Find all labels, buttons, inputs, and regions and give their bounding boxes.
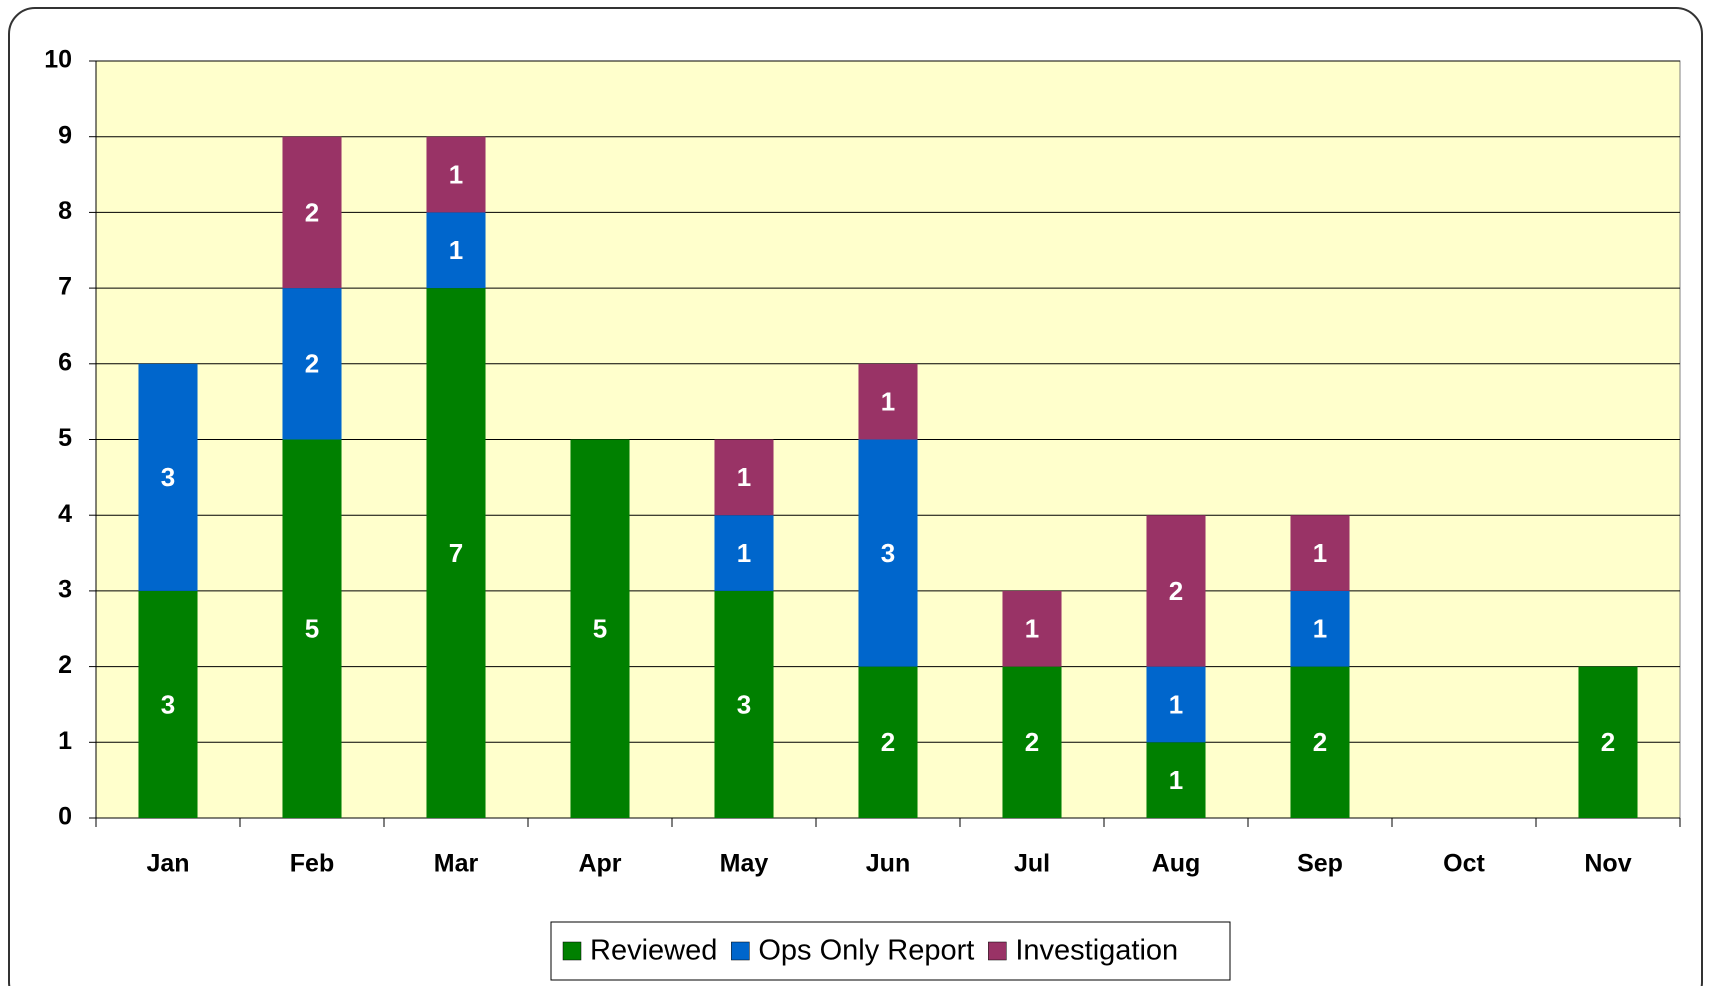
y-tick-label: 8 xyxy=(58,197,72,225)
bar-segment xyxy=(714,590,774,818)
bar-segment xyxy=(282,288,342,440)
data-label: 5 xyxy=(305,614,319,644)
y-tick-label: 6 xyxy=(58,348,72,376)
x-tick-label: Feb xyxy=(290,850,334,878)
y-tick-label: 2 xyxy=(58,651,72,679)
x-tick-label: Sep xyxy=(1297,850,1343,878)
bar-segment xyxy=(1290,515,1350,591)
y-tick-label: 7 xyxy=(58,273,72,301)
y-tick-label: 10 xyxy=(44,46,72,74)
bar-segment xyxy=(282,136,342,289)
data-label: 3 xyxy=(737,689,751,719)
bar-segment xyxy=(1290,666,1350,818)
data-label: 2 xyxy=(305,197,319,227)
data-label: 3 xyxy=(881,538,895,568)
data-label: 2 xyxy=(1025,727,1039,757)
data-label: 3 xyxy=(161,689,175,719)
data-label: 1 xyxy=(737,538,751,568)
bar-segment xyxy=(1146,742,1206,818)
data-label: 1 xyxy=(449,159,463,189)
bar-segment xyxy=(426,212,486,289)
bar-segment xyxy=(1002,590,1062,667)
data-label: 1 xyxy=(449,235,463,265)
data-label: 1 xyxy=(1313,614,1327,644)
y-tick-label: 3 xyxy=(58,576,72,604)
bar-segment xyxy=(426,136,486,213)
x-tick-label: Apr xyxy=(578,850,621,878)
bar-segment xyxy=(858,666,918,818)
y-tick-label: 1 xyxy=(58,727,72,755)
x-tick-label: Jun xyxy=(866,850,910,878)
data-label: 5 xyxy=(593,614,607,644)
bar-segment xyxy=(138,363,198,591)
legend-label: Investigation xyxy=(1015,935,1178,967)
bar-segment xyxy=(1290,590,1350,667)
data-label: 2 xyxy=(305,349,319,379)
x-tick-label: Jan xyxy=(146,850,189,878)
data-label: 1 xyxy=(1025,614,1039,644)
data-label: 3 xyxy=(161,462,175,492)
data-label: 2 xyxy=(1169,576,1183,606)
data-label: 1 xyxy=(1169,689,1183,719)
legend: Reviewed Ops Only Report Investigation xyxy=(550,921,1231,981)
y-tick-label: 9 xyxy=(58,121,72,149)
legend-label: Reviewed xyxy=(590,935,717,967)
x-tick-label: Nov xyxy=(1584,850,1631,878)
bar-segment xyxy=(570,439,630,818)
bar-segment xyxy=(138,590,198,818)
bar-segment xyxy=(1146,666,1206,743)
bar-segment xyxy=(1002,666,1062,818)
bar-segment xyxy=(858,363,918,440)
y-tick-label: 0 xyxy=(58,803,72,831)
data-label: 1 xyxy=(881,387,895,417)
x-tick-label: May xyxy=(720,850,769,878)
bar-segment xyxy=(282,439,342,818)
legend-swatch xyxy=(731,941,750,961)
data-label: 2 xyxy=(1601,727,1615,757)
data-label: 1 xyxy=(1169,765,1183,795)
y-tick-label: 5 xyxy=(58,424,72,452)
y-tick-label: 4 xyxy=(58,500,72,528)
x-tick-label: Jul xyxy=(1014,850,1050,878)
bar-segment xyxy=(1146,515,1206,667)
data-label: 2 xyxy=(881,727,895,757)
legend-swatch xyxy=(562,941,582,961)
data-label: 1 xyxy=(1313,538,1327,568)
x-tick-label: Aug xyxy=(1152,850,1201,878)
bar-segment xyxy=(426,288,486,819)
data-label: 1 xyxy=(737,462,751,492)
legend-swatch xyxy=(988,941,1007,961)
legend-label: Ops Only Report xyxy=(758,935,974,967)
bar-segment xyxy=(858,439,918,667)
x-tick-label: Oct xyxy=(1443,850,1485,878)
legend-box xyxy=(550,921,1231,981)
bar-segment xyxy=(714,515,774,591)
data-label: 7 xyxy=(449,538,463,568)
bar-segment xyxy=(714,439,774,516)
bar-segment xyxy=(1578,666,1638,818)
data-label: 2 xyxy=(1313,727,1327,757)
x-tick-label: Mar xyxy=(434,850,479,878)
